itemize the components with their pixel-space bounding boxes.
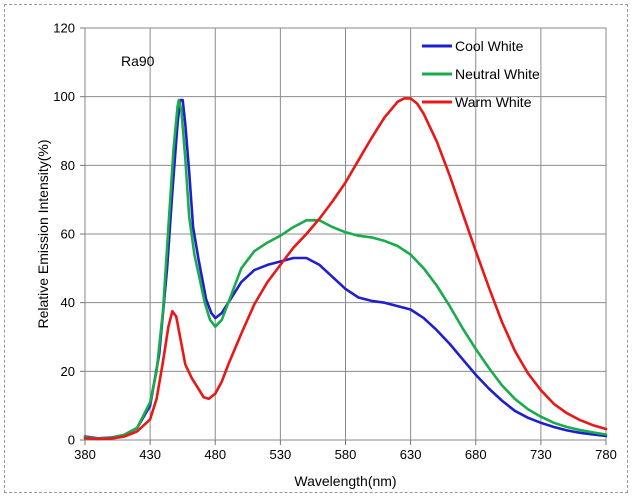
legend-label-cool-white: Cool White [455, 38, 524, 54]
legend-label-neutral-white: Neutral White [455, 66, 540, 82]
x-tick-label: 480 [204, 447, 226, 462]
ra90-annotation: Ra90 [121, 53, 155, 69]
series-lines [83, 97, 608, 441]
y-tick-label: 100 [53, 89, 75, 104]
x-tick-label: 580 [335, 447, 357, 462]
y-tick-label: 60 [61, 227, 75, 242]
y-tick-label: 40 [61, 295, 75, 310]
legend: Cool White Neutral White Warm White [422, 38, 540, 110]
x-tick-label: 380 [74, 447, 96, 462]
series-line-cool-white [83, 98, 608, 440]
x-tick-label: 680 [465, 447, 487, 462]
x-tick-label: 630 [400, 447, 422, 462]
y-axis-title: Relative Emission Intensity(%) [35, 139, 51, 328]
x-tick-label: 430 [139, 447, 161, 462]
x-tick-label: 730 [530, 447, 552, 462]
series-line-neutral-white [83, 98, 608, 440]
y-tick-label: 0 [68, 433, 75, 448]
x-axis-title: Wavelength(nm) [294, 473, 396, 489]
y-tick-label: 120 [53, 21, 75, 36]
y-tick-label: 80 [61, 158, 75, 173]
chart-frame [4, 4, 628, 493]
x-tick-label: 780 [595, 447, 617, 462]
y-tick-label: 20 [61, 364, 75, 379]
x-tick-label: 530 [270, 447, 292, 462]
y-tick-labels: 0 20 40 60 80 100 120 [53, 21, 75, 448]
x-tick-labels: 380 430 480 530 580 630 680 730 780 [74, 447, 617, 462]
series-line-warm-white [83, 97, 608, 441]
legend-label-warm-white: Warm White [455, 94, 532, 110]
